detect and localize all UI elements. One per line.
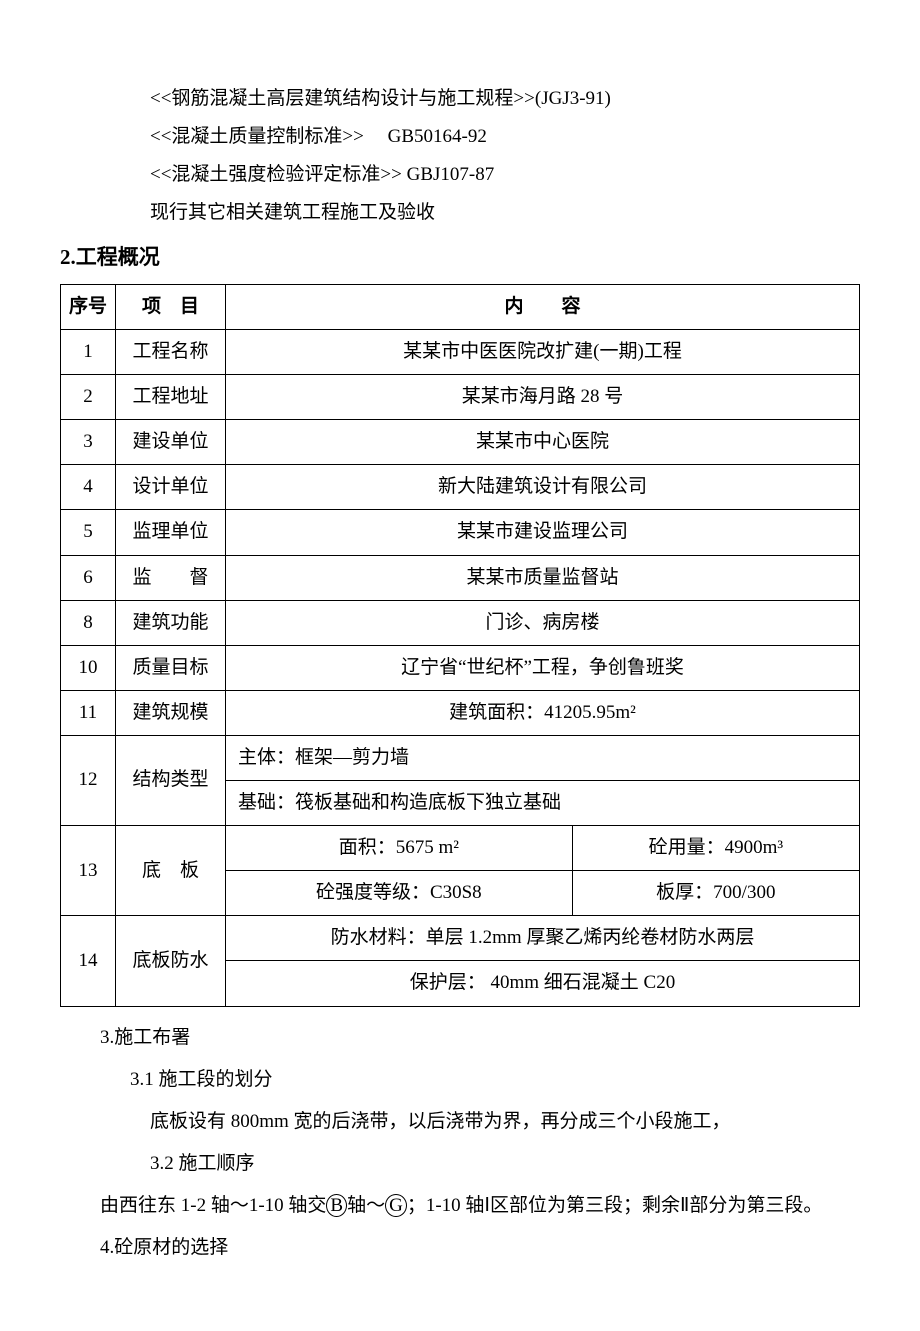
cell-content: 面积：5675 m² xyxy=(226,826,573,871)
table-row: 1工程名称某某市中医医院改扩建(一期)工程 xyxy=(61,330,860,375)
cell-content: 某某市质量监督站 xyxy=(226,555,860,600)
ref-line-3: <<混凝土强度检验评定标准>> GBJ107-87 xyxy=(150,156,860,194)
ref-line-4: 现行其它相关建筑工程施工及验收 xyxy=(150,194,860,232)
table-row-14a: 14 底板防水 防水材料：单层 1.2mm 厚聚乙烯丙纶卷材防水两层 xyxy=(61,916,860,961)
cell-content: 砼用量：4900m³ xyxy=(572,826,859,871)
cell-item: 监 督 xyxy=(116,555,226,600)
cell-item: 建设单位 xyxy=(116,420,226,465)
circled-b-icon: B xyxy=(326,1194,347,1217)
cell-item: 底 板 xyxy=(116,826,226,916)
cell-seq: 10 xyxy=(61,645,116,690)
table-row: 2工程地址某某市海月路 28 号 xyxy=(61,375,860,420)
cell-seq: 3 xyxy=(61,420,116,465)
table-row: 5监理单位某某市建设监理公司 xyxy=(61,510,860,555)
cell-seq: 13 xyxy=(61,826,116,916)
project-overview-table: 序号 项 目 内 容 1工程名称某某市中医医院改扩建(一期)工程 2工程地址某某… xyxy=(60,284,860,1007)
section-4-heading: 4.砼原材的选择 xyxy=(100,1229,860,1267)
section-3-1-body: 底板设有 800mm 宽的后浇带，以后浇带为界，再分成三个小段施工， xyxy=(150,1103,860,1141)
table-row: 3建设单位某某市中心医院 xyxy=(61,420,860,465)
cell-content: 某某市海月路 28 号 xyxy=(226,375,860,420)
section-3-2-body: 由西往东 1-2 轴～1-10 轴交B轴～G；1-10 轴Ⅰ区部位为第三段；剩余… xyxy=(60,1187,860,1225)
ref-line-2: <<混凝土质量控制标准>> GB50164-92 xyxy=(150,118,860,156)
table-row: 4设计单位新大陆建筑设计有限公司 xyxy=(61,465,860,510)
cell-seq: 8 xyxy=(61,600,116,645)
cell-item: 建筑规模 xyxy=(116,690,226,735)
th-item: 项 目 xyxy=(116,285,226,330)
table-row: 11建筑规模建筑面积：41205.95m² xyxy=(61,690,860,735)
cell-seq: 5 xyxy=(61,510,116,555)
cell-content: 板厚：700/300 xyxy=(572,871,859,916)
table-row-13a: 13 底 板 面积：5675 m² 砼用量：4900m³ xyxy=(61,826,860,871)
th-content: 内 容 xyxy=(226,285,860,330)
cell-item: 工程名称 xyxy=(116,330,226,375)
cell-item: 监理单位 xyxy=(116,510,226,555)
cell-item: 工程地址 xyxy=(116,375,226,420)
cell-content: 辽宁省“世纪杯”工程，争创鲁班奖 xyxy=(226,645,860,690)
cell-content: 建筑面积：41205.95m² xyxy=(226,690,860,735)
cell-seq: 6 xyxy=(61,555,116,600)
cell-content: 某某市中医医院改扩建(一期)工程 xyxy=(226,330,860,375)
ref-2-title: <<混凝土质量控制标准>> xyxy=(150,126,364,147)
cell-content: 某某市建设监理公司 xyxy=(226,510,860,555)
cell-content: 主体：框架—剪力墙 xyxy=(226,735,860,780)
cell-content: 门诊、病房楼 xyxy=(226,600,860,645)
cell-seq: 11 xyxy=(61,690,116,735)
cell-item: 质量目标 xyxy=(116,645,226,690)
table-row-12a: 12 结构类型 主体：框架—剪力墙 xyxy=(61,735,860,780)
cell-item: 底板防水 xyxy=(116,916,226,1006)
cell-item: 设计单位 xyxy=(116,465,226,510)
cell-seq: 12 xyxy=(61,735,116,825)
section-3-1-heading: 3.1 施工段的划分 xyxy=(130,1061,860,1099)
cell-seq: 1 xyxy=(61,330,116,375)
table-row: 8建筑功能门诊、病房楼 xyxy=(61,600,860,645)
cell-item: 结构类型 xyxy=(116,735,226,825)
cell-seq: 2 xyxy=(61,375,116,420)
ref-line-1: <<钢筋混凝土高层建筑结构设计与施工规程>>(JGJ3-91) xyxy=(150,80,860,118)
cell-seq: 14 xyxy=(61,916,116,1006)
s32-mid: 轴～ xyxy=(347,1195,385,1216)
section-3-heading: 3.施工布署 xyxy=(100,1019,860,1057)
cell-item: 建筑功能 xyxy=(116,600,226,645)
circled-g-icon: G xyxy=(385,1194,407,1217)
cell-content: 保护层： 40mm 细石混凝土 C20 xyxy=(226,961,860,1006)
table-header-row: 序号 项 目 内 容 xyxy=(61,285,860,330)
th-seq: 序号 xyxy=(61,285,116,330)
section-3-2-heading: 3.2 施工顺序 xyxy=(150,1145,860,1183)
cell-content: 某某市中心医院 xyxy=(226,420,860,465)
table-row: 10质量目标辽宁省“世纪杯”工程，争创鲁班奖 xyxy=(61,645,860,690)
s32-pre: 由西往东 1-2 轴～1-10 轴交 xyxy=(100,1195,326,1216)
cell-content: 基础：筏板基础和构造底板下独立基础 xyxy=(226,781,860,826)
s32-after: ；1-10 轴Ⅰ区部位为第三段；剩余Ⅱ部分为第三段。 xyxy=(407,1195,823,1216)
cell-content: 防水材料：单层 1.2mm 厚聚乙烯丙纶卷材防水两层 xyxy=(226,916,860,961)
cell-content: 新大陆建筑设计有限公司 xyxy=(226,465,860,510)
table-row: 6监 督某某市质量监督站 xyxy=(61,555,860,600)
cell-seq: 4 xyxy=(61,465,116,510)
section-2-heading: 2.工程概况 xyxy=(60,236,860,278)
cell-content: 砼强度等级：C30S8 xyxy=(226,871,573,916)
ref-2-code: GB50164-92 xyxy=(388,126,487,147)
